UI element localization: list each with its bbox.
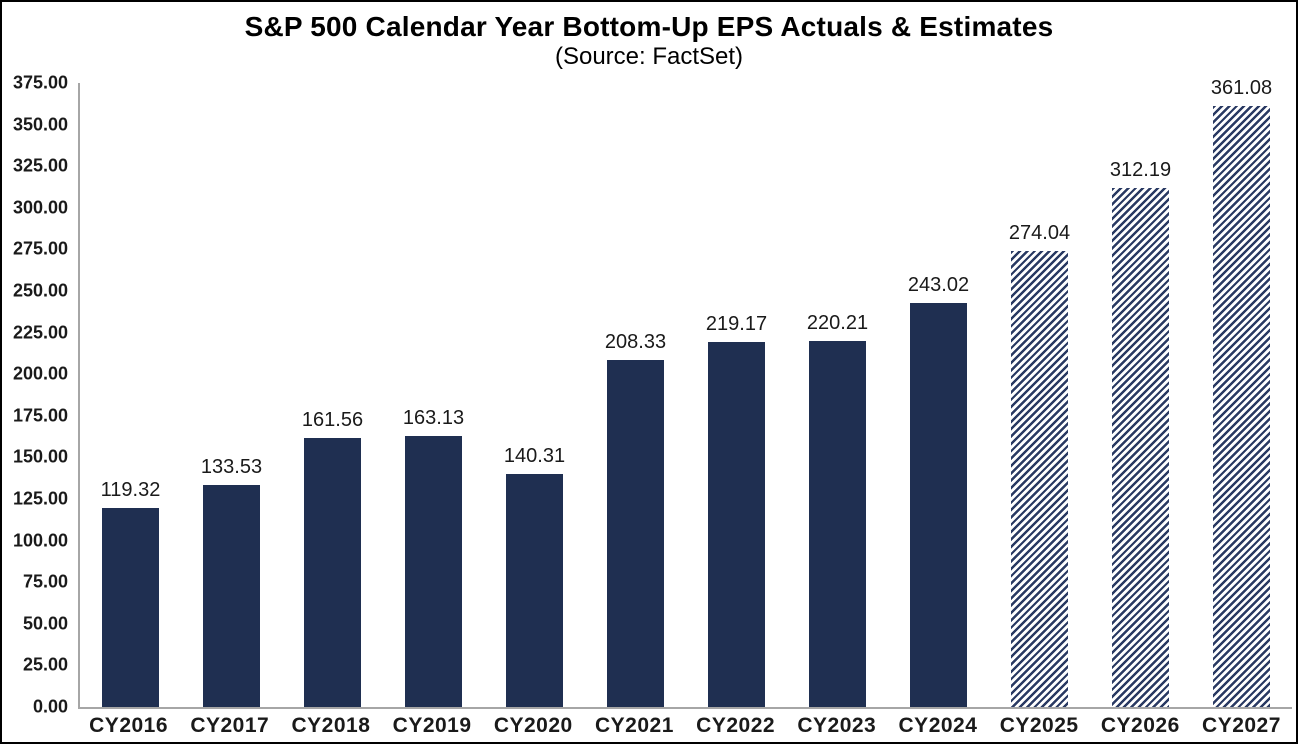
bar-actual xyxy=(607,360,664,707)
chart-title: S&P 500 Calendar Year Bottom-Up EPS Actu… xyxy=(244,11,1054,42)
y-tick-label: 100.00 xyxy=(12,530,68,551)
bar-value-label: 163.13 xyxy=(402,406,465,429)
bar-value-label: 220.21 xyxy=(806,311,869,334)
x-tick-label: CY2027 xyxy=(1202,714,1281,737)
y-tick-label: 175.00 xyxy=(12,405,68,426)
bar-estimate xyxy=(1011,251,1068,707)
bar-value-label: 208.33 xyxy=(604,331,667,354)
bar-value-label: 133.53 xyxy=(200,455,263,478)
bar-actual xyxy=(405,435,462,707)
bar-value-label: 243.02 xyxy=(907,273,970,296)
y-tick-label: 325.00 xyxy=(12,155,68,176)
y-axis: 0.00 25.00 50.00 75.00 100.00 125.00 150.00 175… xyxy=(2,73,72,717)
y-tick-label: 225.00 xyxy=(12,322,68,343)
y-tick-label: 150.00 xyxy=(12,446,68,467)
bar-value-label: 361.08 xyxy=(1210,77,1273,100)
y-tick-label: 75.00 xyxy=(22,571,68,592)
y-tick-label: 25.00 xyxy=(22,654,68,675)
x-tick-label: CY2016 xyxy=(89,714,169,737)
chart-subtitle: (Source: FactSet) xyxy=(554,43,744,70)
bar-slot: 140.31 xyxy=(484,83,585,707)
x-tick-label: CY2023 xyxy=(797,714,877,737)
bar-slot: 119.32 xyxy=(80,83,181,707)
y-tick-label: 250.00 xyxy=(12,280,68,301)
y-tick-label: 0.00 xyxy=(32,696,68,717)
bar-actual xyxy=(708,342,765,707)
bar-estimate xyxy=(1112,187,1169,707)
y-tick-label: 350.00 xyxy=(12,114,68,135)
bar-actual xyxy=(203,484,260,707)
x-tick-label: CY2020 xyxy=(493,714,573,737)
bar-value-label: 274.04 xyxy=(1008,222,1071,244)
bar-slot: 243.02 xyxy=(888,83,989,707)
x-axis: CY2016 CY2017 CY2018 CY2019 CY2020 CY2021 CY20… xyxy=(78,714,1292,738)
bar-actual xyxy=(809,340,866,707)
bar-slot: 312.19 xyxy=(1090,83,1191,707)
y-tick-label: 275.00 xyxy=(12,238,68,259)
bar-actual xyxy=(506,473,563,707)
bar-slot: 163.13 xyxy=(383,83,484,707)
y-tick-label: 125.00 xyxy=(12,488,68,509)
bar-slot: 274.04 xyxy=(989,83,1090,707)
bar-slot: 133.53 xyxy=(181,83,282,707)
bar-value-label: 140.31 xyxy=(503,444,566,467)
y-tick-label: 50.00 xyxy=(22,613,68,634)
x-tick-label: CY2018 xyxy=(291,714,371,737)
bar-slot: 161.56 xyxy=(282,83,383,707)
bar-actual xyxy=(304,438,361,707)
bar-value-label: 161.56 xyxy=(301,409,364,432)
bar-actual xyxy=(102,508,159,707)
plot-area: 119.32 133.53 161.56 163.13 140.31 208.33 219.… xyxy=(78,77,1292,709)
x-tick-label: CY2019 xyxy=(392,714,472,737)
bar-slot: 361.08 xyxy=(1191,77,1292,707)
x-tick-label: CY2022 xyxy=(696,714,776,737)
y-tick-label: 375.00 xyxy=(12,72,68,93)
bar-value-label: 219.17 xyxy=(705,313,768,336)
x-tick-label: CY2025 xyxy=(999,714,1079,737)
bar-slot: 208.33 xyxy=(585,83,686,707)
x-tick-label: CY2021 xyxy=(595,714,674,737)
y-tick-label: 300.00 xyxy=(12,197,68,218)
x-tick-label: CY2017 xyxy=(190,714,270,737)
bar-value-label: 119.32 xyxy=(100,479,161,502)
x-tick-label: CY2026 xyxy=(1100,714,1180,737)
x-tick-label: CY2024 xyxy=(898,714,978,737)
bar-value-label: 312.19 xyxy=(1109,158,1172,181)
y-tick-label: 200.00 xyxy=(12,363,68,384)
bar-estimate xyxy=(1213,106,1270,707)
bar-slot: 220.21 xyxy=(787,83,888,707)
bar-actual xyxy=(910,302,967,707)
bar-slot: 219.17 xyxy=(686,83,787,707)
